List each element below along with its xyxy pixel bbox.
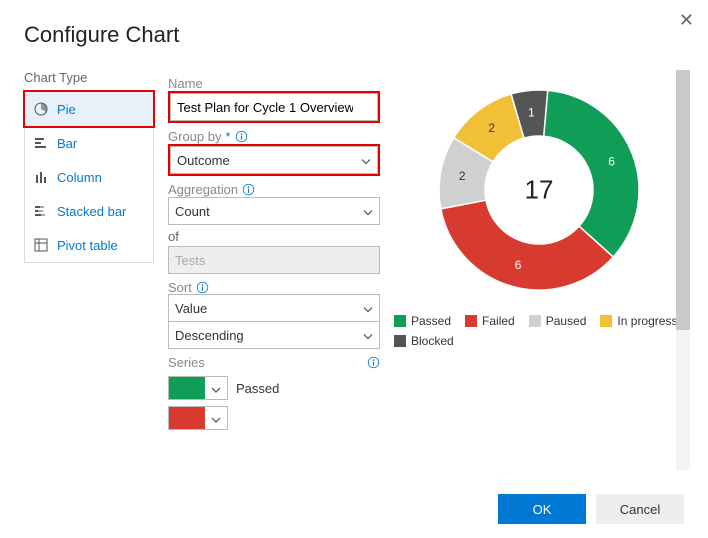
name-input[interactable] xyxy=(170,93,378,121)
series-label: Series xyxy=(168,355,380,370)
of-label: of xyxy=(168,229,380,244)
series-color-select[interactable] xyxy=(168,376,228,400)
legend-item: Passed xyxy=(394,314,451,328)
chevron-down-icon xyxy=(361,153,371,168)
chart-form: Name Group by* Outcome Aggregation Count xyxy=(168,70,380,470)
chart-type-highlight: Pie xyxy=(23,90,155,128)
stacked-bar-icon xyxy=(33,203,49,219)
chart-type-panel: Chart Type PieBarColumnStacked barPivot … xyxy=(24,70,154,470)
donut-slice-value: 1 xyxy=(528,105,535,119)
series-color-select[interactable] xyxy=(168,406,228,430)
legend-label: Passed xyxy=(411,314,451,328)
chart-type-pie[interactable]: Pie xyxy=(25,92,153,126)
chevron-down-icon xyxy=(363,328,373,343)
legend-item: In progress xyxy=(600,314,677,328)
color-swatch xyxy=(169,407,205,429)
chart-legend: Passed Failed Paused In progress Blocked xyxy=(394,314,684,348)
series-label: Passed xyxy=(236,381,279,396)
scrollbar-thumb[interactable] xyxy=(676,70,690,330)
cancel-button[interactable]: Cancel xyxy=(596,494,684,524)
chart-type-stacked-bar[interactable]: Stacked bar xyxy=(25,194,153,228)
legend-label: Paused xyxy=(546,314,587,328)
bar-icon xyxy=(33,135,49,151)
chart-type-bar[interactable]: Bar xyxy=(25,126,153,160)
chart-preview-panel: 6 6 2 2 1 17 Passed Failed Paused In progress Bl… xyxy=(394,70,684,470)
legend-item: Failed xyxy=(465,314,515,328)
donut-slice xyxy=(544,90,639,257)
chart-type-header: Chart Type xyxy=(24,70,154,85)
legend-item: Paused xyxy=(529,314,587,328)
info-icon[interactable] xyxy=(235,130,248,143)
legend-swatch xyxy=(394,315,406,327)
legend-swatch xyxy=(394,335,406,347)
of-input xyxy=(168,246,380,274)
donut-chart: 6 6 2 2 1 17 xyxy=(429,80,649,300)
legend-swatch xyxy=(600,315,612,327)
pie-icon xyxy=(33,101,49,117)
donut-slice-value: 2 xyxy=(459,169,466,183)
aggregation-select[interactable]: Count xyxy=(168,197,380,225)
group-by-highlight: Outcome xyxy=(168,144,380,176)
legend-swatch xyxy=(529,315,541,327)
donut-slice-value: 6 xyxy=(515,258,522,272)
name-label: Name xyxy=(168,76,380,91)
chevron-down-icon xyxy=(211,381,221,396)
name-highlight xyxy=(168,91,380,123)
legend-swatch xyxy=(465,315,477,327)
legend-label: Failed xyxy=(482,314,515,328)
group-by-label: Group by* xyxy=(168,129,380,144)
configure-chart-dialog: ✕ Configure Chart Chart Type PieBarColum… xyxy=(0,0,708,538)
chevron-down-icon xyxy=(363,204,373,219)
chart-type-list: PieBarColumnStacked barPivot table xyxy=(24,91,154,263)
ok-button[interactable]: OK xyxy=(498,494,586,524)
chart-type-pivot-table[interactable]: Pivot table xyxy=(25,228,153,262)
donut-slice-value: 2 xyxy=(488,121,495,135)
info-icon[interactable] xyxy=(367,356,380,369)
sort-field-select[interactable]: Value xyxy=(168,294,380,322)
donut-center-value: 17 xyxy=(525,175,554,206)
info-icon[interactable] xyxy=(242,183,255,196)
info-icon[interactable] xyxy=(196,281,209,294)
pivot-table-icon xyxy=(33,237,49,253)
legend-label: In progress xyxy=(617,314,677,328)
group-by-select[interactable]: Outcome xyxy=(170,146,378,174)
series-row: Passed xyxy=(168,376,380,400)
legend-label: Blocked xyxy=(411,334,454,348)
aggregation-label: Aggregation xyxy=(168,182,380,197)
chevron-down-icon xyxy=(363,301,373,316)
close-icon[interactable]: ✕ xyxy=(679,10,694,31)
dialog-title: Configure Chart xyxy=(24,22,684,48)
donut-slice-value: 6 xyxy=(608,154,615,168)
legend-item: Blocked xyxy=(394,334,454,348)
column-icon xyxy=(33,169,49,185)
chevron-down-icon xyxy=(211,411,221,426)
sort-dir-select[interactable]: Descending xyxy=(168,321,380,349)
chart-type-column[interactable]: Column xyxy=(25,160,153,194)
color-swatch xyxy=(169,377,205,399)
sort-label: Sort xyxy=(168,280,380,295)
series-row xyxy=(168,406,380,430)
dialog-footer: OK Cancel xyxy=(498,494,684,524)
